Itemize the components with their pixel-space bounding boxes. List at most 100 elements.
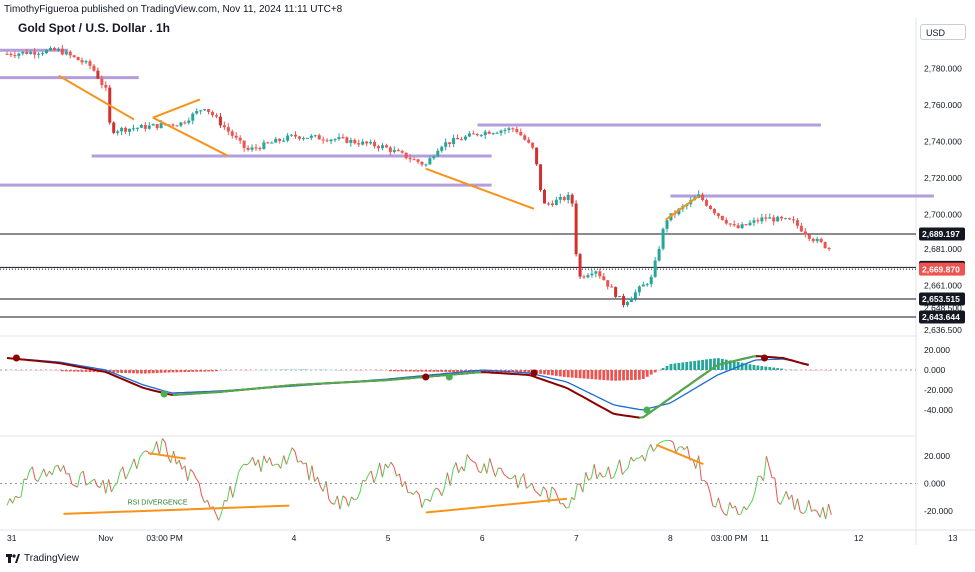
time-axis-tick: 5	[386, 533, 391, 543]
macd-histogram-bar	[760, 366, 764, 370]
rsi-segment	[650, 444, 654, 452]
macd-histogram-bar	[539, 370, 542, 374]
rsi-segment	[379, 462, 383, 478]
candle-body	[380, 145, 384, 149]
macd-histogram-bar	[645, 370, 649, 377]
rsi-segment	[610, 476, 615, 480]
macd-histogram-bar	[586, 370, 590, 379]
rsi-segment	[509, 477, 513, 480]
macd-histogram-bar	[72, 370, 76, 372]
rsi-segment	[110, 485, 115, 493]
candle-body	[37, 53, 41, 55]
macd-histogram-bar	[341, 370, 345, 371]
rsi-segment	[122, 466, 127, 480]
rsi-segment	[136, 457, 141, 470]
macd-line-rising-segment	[642, 413, 648, 419]
rsi-segment	[263, 455, 268, 464]
candle-body	[404, 152, 408, 159]
macd-histogram-bar	[76, 370, 80, 372]
currency-button[interactable]: USD	[920, 24, 966, 40]
macd-histogram-bar	[673, 363, 677, 370]
rsi-segment	[354, 498, 358, 501]
candle-body	[301, 138, 305, 140]
candle-body	[799, 225, 803, 232]
macd-line-rising-segment	[657, 403, 663, 408]
macd-histogram-bar	[88, 370, 92, 372]
rsi-segment	[633, 457, 637, 462]
macd-histogram-bar	[246, 370, 250, 371]
rsi-segment	[819, 507, 824, 518]
rsi-segment	[23, 478, 27, 481]
rsi-segment	[272, 463, 276, 467]
candle-body	[230, 131, 234, 136]
rsi-segment	[286, 455, 290, 465]
macd-cross-marker	[12, 354, 20, 362]
candle-body	[732, 224, 736, 226]
candle-body	[25, 51, 29, 55]
price-label-text: 2,689.197	[922, 229, 960, 239]
time-axis-tick: 03:00 PM	[146, 533, 182, 543]
macd-histogram-bar	[238, 370, 242, 371]
candle-body	[618, 296, 622, 298]
macd-histogram-bar	[37, 370, 41, 371]
rsi-segment	[751, 491, 756, 501]
rsi-segment	[119, 466, 124, 473]
rsi-segment	[681, 446, 685, 450]
price-axis-tick: -40.000	[924, 405, 953, 415]
rsi-segment	[319, 486, 324, 492]
macd-histogram-bar	[590, 370, 594, 380]
rsi-segment	[158, 438, 163, 456]
rsi-segment	[215, 513, 220, 521]
candle-body	[550, 203, 554, 206]
candle-body	[92, 65, 96, 71]
candle-body	[645, 284, 649, 286]
candle-body	[41, 53, 45, 55]
macd-histogram-bar	[578, 370, 582, 379]
candle-body	[84, 61, 88, 63]
macd-line-rising-segment	[646, 411, 652, 416]
candle-body	[420, 161, 424, 165]
macd-line-rising-segment	[691, 379, 697, 384]
macd-histogram-bar	[649, 370, 653, 375]
macd-histogram-bar	[49, 370, 52, 372]
candle-body	[471, 133, 475, 135]
candle-body	[48, 47, 52, 51]
rsi-segment	[15, 495, 19, 499]
rsi-segment	[40, 468, 45, 476]
macd-histogram-bar	[527, 370, 531, 373]
price-axis-tick: 2,760.000	[924, 100, 962, 110]
brand: TradingView	[6, 553, 79, 564]
rsi-segment	[221, 500, 225, 513]
rsi-segment	[311, 465, 316, 482]
rsi-segment	[542, 486, 547, 491]
rsi-segment	[339, 495, 344, 510]
rsi-segment	[187, 469, 191, 482]
macd-histogram-bar	[669, 363, 673, 370]
candle-body	[349, 139, 353, 143]
macd-histogram-bar	[195, 370, 199, 372]
rsi-segment	[54, 464, 59, 467]
macd-histogram-bar	[226, 370, 230, 371]
macd-histogram-bar	[408, 370, 412, 372]
candle-body	[266, 142, 270, 144]
rsi-segment	[415, 490, 420, 495]
brand-name: TradingView	[24, 553, 80, 564]
macd-histogram-bar	[523, 370, 527, 373]
candle-body	[396, 150, 400, 152]
rsi-segment	[446, 472, 451, 486]
macd-line	[6, 355, 809, 419]
rsi-segment	[494, 467, 499, 478]
rsi-segment	[822, 507, 827, 520]
rsi-segment	[181, 465, 186, 470]
rsi-segment	[777, 501, 781, 505]
macd-line-rising-segment	[714, 363, 719, 368]
candle-body	[625, 302, 629, 305]
rsi-segment	[376, 462, 381, 475]
rsi-segment	[653, 447, 657, 452]
candle-body	[606, 280, 610, 287]
macd-line-rising-segment	[695, 376, 701, 381]
candle-body	[728, 223, 732, 225]
macd-line-rising-segment	[706, 368, 712, 374]
rsi-segment	[198, 482, 203, 497]
candle-body	[408, 158, 412, 160]
